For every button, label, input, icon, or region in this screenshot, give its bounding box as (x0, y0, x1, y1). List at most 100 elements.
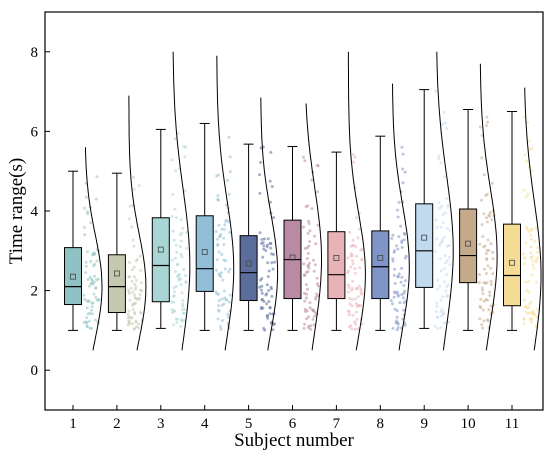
scatter-point (434, 89, 438, 93)
scatter-point (270, 261, 274, 265)
scatter-point (393, 282, 397, 285)
mean-marker (70, 273, 76, 280)
scatter-point (533, 239, 537, 243)
scatter-point (488, 211, 492, 215)
scatter-point (447, 320, 451, 324)
scatter-point (302, 225, 305, 229)
scatter-point (489, 266, 493, 270)
scatter-point (222, 227, 226, 231)
scatter-point (445, 273, 448, 277)
scatter-point (267, 289, 271, 292)
scatter-point (478, 125, 482, 129)
scatter-point (447, 244, 451, 247)
scatter-point (529, 237, 533, 241)
scatter-point (132, 327, 136, 331)
scatter-point (529, 251, 533, 255)
density-curve (260, 97, 279, 351)
scatter-point (170, 258, 174, 262)
scatter-point (129, 286, 133, 290)
box-8 (371, 230, 390, 300)
scatter-point (442, 235, 446, 239)
scatter-point (485, 124, 488, 127)
scatter-point (259, 288, 263, 292)
scatter-point (180, 291, 184, 295)
scatter-point (444, 289, 448, 293)
scatter-point (393, 307, 397, 311)
scatter-point (217, 299, 221, 302)
scatter-point (523, 305, 527, 309)
scatter-point (173, 207, 177, 211)
scatter-point (132, 187, 136, 191)
scatter-point (440, 307, 444, 311)
scatter-point (531, 309, 535, 313)
scatter-point (443, 211, 447, 215)
scatter-point (437, 201, 441, 205)
scatter-point (216, 194, 220, 198)
scatter-point (522, 298, 526, 302)
scatter-point (226, 179, 229, 182)
scatter-point (353, 155, 357, 159)
scatter-point (400, 239, 404, 243)
scatter-point (480, 156, 484, 160)
scatter-point (307, 219, 310, 223)
scatter-point (93, 318, 97, 322)
scatter-point (443, 254, 447, 258)
scatter-point (484, 194, 488, 197)
scatter-point (438, 284, 442, 288)
scatter-point (302, 262, 306, 266)
x-tick-label: 7 (333, 416, 341, 432)
scatter-point (485, 216, 488, 220)
scatter-point (485, 258, 489, 261)
scatter-point (444, 121, 447, 125)
scatter-point (353, 327, 357, 331)
scatter-point (404, 254, 408, 258)
scatter-point (399, 280, 403, 284)
scatter-point (83, 233, 87, 237)
scatter-point (433, 250, 437, 254)
scatter-point (530, 146, 534, 150)
scatter-point (400, 275, 404, 279)
scatter-point (184, 281, 188, 285)
scatter-point (529, 245, 533, 249)
scatter-points-layer (82, 89, 540, 332)
scatter-point (484, 272, 488, 275)
scatter-point (179, 283, 183, 287)
scatter-point (222, 236, 226, 240)
scatter-point (134, 285, 138, 289)
scatter-point (351, 153, 355, 156)
scatter-point (397, 272, 401, 276)
y-tick-label: 0 (31, 363, 39, 379)
scatter-point (312, 269, 316, 273)
scatter-point (178, 245, 182, 248)
scatter-point (403, 170, 407, 174)
scatter-point (402, 308, 406, 312)
scatter-point (359, 288, 363, 292)
scatter-point (353, 271, 357, 275)
scatter-point (480, 286, 484, 290)
scatter-point (228, 231, 232, 234)
scatter-point (93, 274, 96, 278)
mean-marker (421, 234, 428, 241)
scatter-point (440, 204, 444, 208)
x-tick-label: 10 (461, 416, 476, 432)
scatter-point (258, 231, 262, 235)
scatter-point (302, 291, 306, 295)
scatter-point (490, 218, 494, 222)
scatter-point (489, 242, 493, 246)
scatter-point (307, 244, 311, 248)
scatter-point (170, 308, 174, 312)
scatter-point (85, 299, 89, 303)
scatter-point (481, 326, 485, 330)
scatter-point (138, 296, 142, 300)
scatter-point (308, 229, 312, 233)
scatter-point (482, 173, 486, 177)
scatter-point (312, 323, 316, 327)
scatter-point (133, 282, 137, 286)
scatter-point (351, 238, 355, 242)
scatter-point (170, 215, 174, 218)
scatter-point (346, 309, 350, 313)
scatter-point (489, 279, 493, 283)
x-axis-label: Subject number (234, 430, 354, 451)
scatter-point (83, 206, 86, 210)
scatter-point (305, 309, 309, 313)
